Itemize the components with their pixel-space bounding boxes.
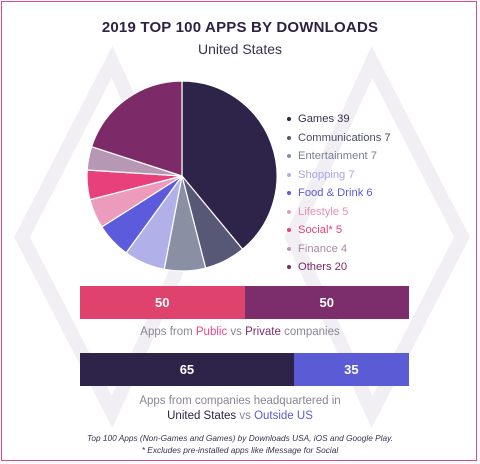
legend-item: Lifestyle 5 (287, 203, 391, 222)
bar-segment-united-states: 65 (80, 353, 294, 386)
pie-slice-others (90, 80, 183, 177)
bar-segment-private: 50 (244, 286, 409, 319)
caption-united-states: United States (167, 410, 237, 422)
legend-bullet-icon (287, 117, 291, 122)
legend-item: Games 39 (287, 110, 391, 129)
legend-bullet-icon (287, 154, 291, 159)
bar-segment-public: 50 (80, 286, 245, 319)
legend-label: Communications 7 (298, 131, 391, 144)
legend-item: Entertainment 7 (287, 147, 391, 166)
pie-chart (86, 80, 278, 272)
legend-item: Finance 4 (287, 240, 391, 259)
bar-segment-outside-us: 35 (293, 353, 409, 386)
legend-bullet-icon (287, 209, 291, 214)
pie-slice-games (181, 80, 278, 251)
legend-label: Games 39 (298, 113, 350, 126)
public-private-caption: Apps from Public vs Private companies (2, 326, 476, 338)
caption-private: Private (245, 326, 281, 338)
legend-label: Shopping 7 (298, 168, 355, 181)
chart-subtitle: United States (197, 41, 283, 57)
legend-bullet-icon (287, 265, 291, 270)
legend-label: Others 20 (298, 261, 348, 274)
caption-vs: vs (227, 326, 246, 338)
caption-public: Public (195, 326, 228, 338)
legend-bullet-icon (287, 246, 291, 251)
headquarters-caption-line1: Apps from companies headquartered in (139, 395, 341, 407)
legend-bullet-icon (287, 191, 291, 196)
headquarters-caption-line2: United States vs Outside US (2, 410, 476, 422)
legend-label: Social* 5 (298, 224, 343, 237)
footnote-line1: Top 100 Apps (Non-Games and Games) by Do… (87, 433, 393, 443)
legend-bullet-icon (287, 228, 291, 233)
public-private-bar: 50 50 (80, 286, 409, 319)
legend-bullet-icon (287, 135, 291, 140)
legend-item: Shopping 7 (287, 166, 391, 185)
legend-item: Others 20 (287, 258, 391, 277)
footnote-line2: * Excludes pre-installed apps like iMess… (141, 445, 339, 455)
legend-label: Entertainment 7 (298, 150, 377, 163)
pie-legend: Games 39 Communications 7 Entertainment 7 S… (287, 110, 391, 277)
legend-label: Finance 4 (298, 242, 348, 255)
legend-label: Lifestyle 5 (298, 205, 349, 218)
caption-pre: Apps from (140, 326, 196, 338)
legend-bullet-icon (287, 172, 291, 177)
caption-post: companies (280, 326, 340, 338)
legend-item: Social* 5 (287, 221, 391, 240)
legend-item: Food & Drink 6 (287, 184, 391, 203)
headquarters-bar: 65 35 (80, 353, 409, 386)
legend-label: Food & Drink 6 (298, 187, 373, 200)
caption-vs-2: vs (236, 410, 255, 422)
chart-title: 2019 TOP 100 APPS BY DOWNLOADS (101, 19, 379, 36)
legend-item: Communications 7 (287, 129, 391, 148)
caption-outside-us: Outside US (254, 410, 313, 422)
